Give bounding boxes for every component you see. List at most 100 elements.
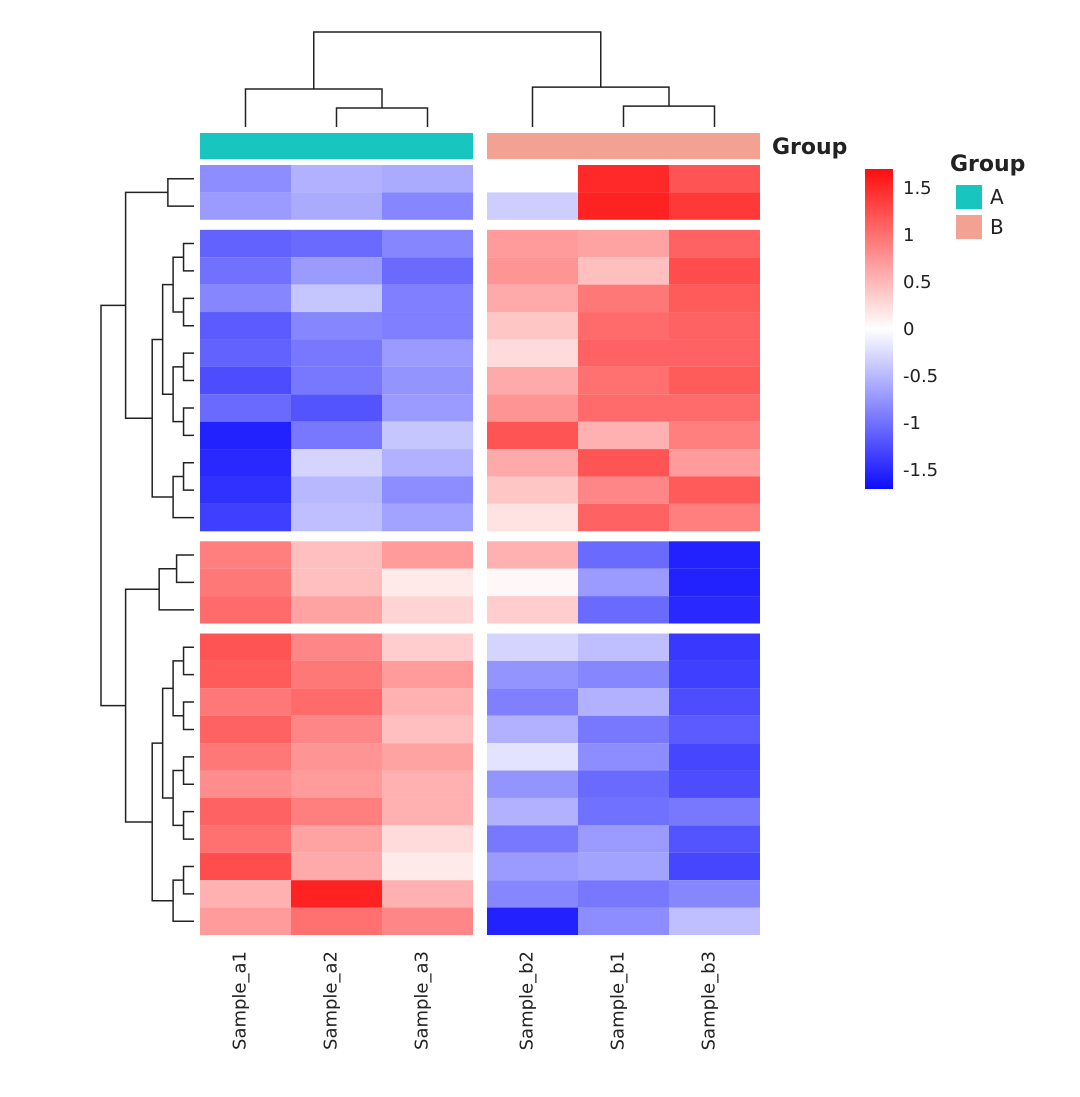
heatmap-cell	[382, 394, 473, 421]
heatmap-cell	[291, 394, 382, 421]
heatmap-cell	[200, 312, 291, 339]
heatmap-cell	[291, 743, 382, 770]
heatmap-cell	[578, 339, 669, 366]
heatmap-cell	[487, 339, 578, 366]
heatmap-cell	[291, 853, 382, 880]
heatmap-cell	[291, 634, 382, 661]
heatmap-cell	[487, 192, 578, 219]
heatmap-cell	[200, 422, 291, 449]
heatmap-cell	[487, 634, 578, 661]
heatmap-cell	[578, 798, 669, 825]
heatmap-cell	[382, 312, 473, 339]
heatmap-cell	[578, 230, 669, 257]
heatmap-cell	[200, 716, 291, 743]
heatmap-cell	[487, 880, 578, 907]
legend-swatch	[956, 215, 982, 239]
heatmap-cell	[200, 743, 291, 770]
heatmap-cell	[382, 661, 473, 688]
heatmap-cell	[578, 853, 669, 880]
heatmap-cell	[487, 908, 578, 935]
legend-swatch	[956, 185, 982, 209]
heatmap-cell	[200, 688, 291, 715]
heatmap-cell	[578, 422, 669, 449]
heatmap-cell	[578, 285, 669, 312]
heatmap-cell	[487, 825, 578, 852]
heatmap-cell	[291, 312, 382, 339]
heatmap-cell	[291, 339, 382, 366]
legend-item-label: A	[990, 185, 1004, 209]
heatmap-cell	[291, 596, 382, 623]
colorbar-tick-label: 1.5	[903, 178, 932, 199]
column-labels: Sample_a1Sample_a2Sample_a3Sample_b2Samp…	[230, 951, 720, 1050]
heatmap-cell	[487, 743, 578, 770]
column-label: Sample_a3	[412, 951, 433, 1050]
heatmap-cell	[487, 449, 578, 476]
heatmap-cell	[487, 394, 578, 421]
heatmap-cell	[291, 798, 382, 825]
heatmap-cell	[200, 285, 291, 312]
heatmap-cell	[578, 541, 669, 568]
heatmap-cell	[200, 798, 291, 825]
heatmap-cell	[487, 476, 578, 503]
heatmap-cell	[669, 688, 760, 715]
heatmap-cell	[669, 771, 760, 798]
heatmap-cell	[382, 908, 473, 935]
heatmap-cell	[200, 661, 291, 688]
heatmap-cell	[578, 825, 669, 852]
heatmap-cell	[200, 908, 291, 935]
heatmap-cell	[200, 394, 291, 421]
column-label: Sample_b3	[699, 951, 720, 1050]
heatmap-cell	[487, 798, 578, 825]
colorbar-tick-label: -0.5	[903, 366, 938, 387]
heatmap-cell	[382, 825, 473, 852]
heatmap-cell	[578, 634, 669, 661]
heatmap-cell	[291, 880, 382, 907]
heatmap-cell	[487, 569, 578, 596]
heatmap-cell	[200, 569, 291, 596]
heatmap-cell	[291, 285, 382, 312]
heatmap-cell	[578, 394, 669, 421]
heatmap-cell	[382, 743, 473, 770]
heatmap-cell	[382, 541, 473, 568]
colorbar-tick-label: 0	[903, 319, 914, 340]
heatmap-cell	[291, 165, 382, 192]
column-label: Sample_a1	[230, 951, 251, 1050]
heatmap-cell	[487, 771, 578, 798]
heatmap-cell	[382, 422, 473, 449]
heatmap-cell	[578, 476, 669, 503]
heatmap-cell	[669, 339, 760, 366]
heatmap-cell	[291, 716, 382, 743]
heatmap-cell	[578, 192, 669, 219]
heatmap-cell	[382, 257, 473, 284]
heatmap-cell	[382, 596, 473, 623]
heatmap-cell	[291, 192, 382, 219]
heatmap-cell	[578, 771, 669, 798]
heatmap-cell	[382, 569, 473, 596]
heatmap-cell	[291, 661, 382, 688]
heatmap-cell	[487, 688, 578, 715]
heatmap-cell	[487, 504, 578, 531]
heatmap-cell	[200, 596, 291, 623]
heatmap-cell	[291, 541, 382, 568]
heatmap-cell	[669, 422, 760, 449]
heatmap-cell	[200, 257, 291, 284]
heatmap-cell	[382, 716, 473, 743]
heatmap-cell	[291, 908, 382, 935]
heatmap-cell	[578, 449, 669, 476]
heatmap-cell	[487, 853, 578, 880]
column-annotation-cell	[578, 133, 669, 159]
heatmap-cell	[382, 504, 473, 531]
heatmap-cell	[200, 339, 291, 366]
heatmap-cell	[578, 367, 669, 394]
heatmap-cell	[382, 339, 473, 366]
heatmap-cell	[382, 798, 473, 825]
heatmap-cell	[669, 394, 760, 421]
heatmap-cell	[200, 449, 291, 476]
heatmap-cell	[487, 165, 578, 192]
heatmap-cell	[200, 504, 291, 531]
column-label: Sample_b2	[517, 951, 538, 1050]
column-annotation-cell	[487, 133, 578, 159]
heatmap-cell	[487, 541, 578, 568]
heatmap-cell	[578, 165, 669, 192]
heatmap-cell	[669, 716, 760, 743]
